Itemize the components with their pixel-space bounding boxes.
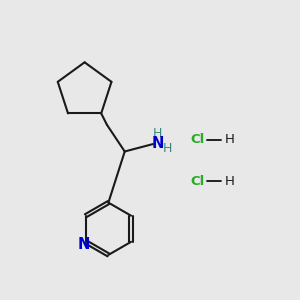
Text: Cl: Cl	[190, 133, 204, 146]
Text: H: H	[224, 175, 234, 188]
Text: H: H	[224, 133, 234, 146]
Text: N: N	[151, 136, 164, 151]
Text: H: H	[162, 142, 172, 155]
Text: N: N	[77, 237, 89, 252]
Text: H: H	[153, 128, 162, 140]
Text: Cl: Cl	[190, 175, 204, 188]
